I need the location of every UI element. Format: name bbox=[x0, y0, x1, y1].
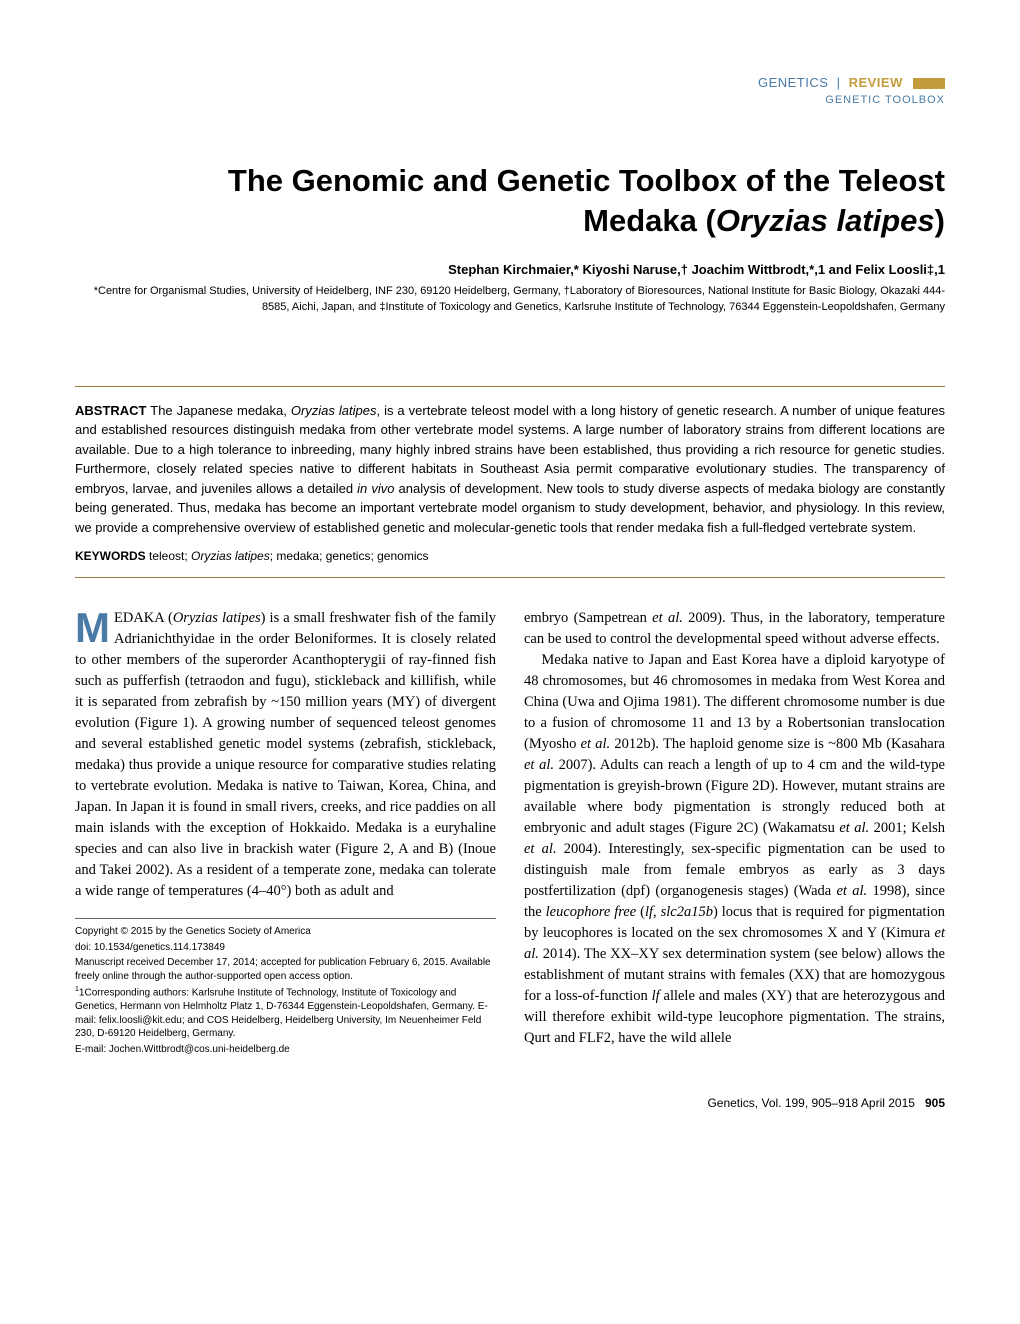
divider-bottom bbox=[75, 577, 945, 578]
abstract-label: ABSTRACT bbox=[75, 403, 147, 418]
c2p1-pre: embryo (Sampetrean bbox=[524, 610, 652, 626]
title-line2-post: ) bbox=[935, 203, 945, 238]
page-number: 905 bbox=[925, 1096, 945, 1110]
footnote-divider bbox=[75, 918, 496, 919]
fn-manuscript: Manuscript received December 17, 2014; a… bbox=[75, 956, 496, 983]
column-right: embryo (Sampetrean et al. 2009). Thus, i… bbox=[524, 608, 945, 1058]
c2p2-em7: lf bbox=[645, 904, 653, 920]
c2p2-g: ( bbox=[636, 904, 645, 920]
abstract: ABSTRACT The Japanese medaka, Oryzias la… bbox=[75, 401, 945, 538]
c2p2-h: , bbox=[653, 904, 661, 920]
header-block: GENETICS | REVIEW GENETIC TOOLBOX bbox=[75, 75, 945, 106]
c2p2-em6: leucophore free bbox=[546, 904, 637, 920]
c2p2-em4: et al. bbox=[524, 841, 557, 857]
divider-top bbox=[75, 386, 945, 387]
journal-name: GENETICS bbox=[758, 75, 828, 90]
col2-p2: Medaka native to Japan and East Korea ha… bbox=[524, 650, 945, 1049]
keywords-species: Oryzias latipes bbox=[191, 549, 270, 563]
col1-p1-pre: EDAKA ( bbox=[114, 610, 173, 626]
col1-p1: MEDAKA (Oryzias latipes) is a small fres… bbox=[75, 608, 496, 902]
title-line1: The Genomic and Genetic Toolbox of the T… bbox=[228, 163, 945, 198]
footnotes: Copyright © 2015 by the Genetics Society… bbox=[75, 925, 496, 1056]
review-label: REVIEW bbox=[849, 75, 903, 90]
paper-title: The Genomic and Genetic Toolbox of the T… bbox=[75, 161, 945, 242]
title-line2-pre: Medaka ( bbox=[583, 203, 716, 238]
footer: Genetics, Vol. 199, 905–918 April 2015 9… bbox=[75, 1096, 945, 1110]
footer-citation: Genetics, Vol. 199, 905–918 April 2015 bbox=[707, 1096, 915, 1110]
fn-doi: doi: 10.1534/genetics.114.173849 bbox=[75, 941, 496, 955]
fn-copyright: Copyright © 2015 by the Genetics Society… bbox=[75, 925, 496, 939]
fn-corresponding: 11Corresponding authors: Karlsruhe Insti… bbox=[75, 985, 496, 1040]
c2p2-em3: et al. bbox=[839, 820, 869, 836]
body-columns: MEDAKA (Oryzias latipes) is a small fres… bbox=[75, 608, 945, 1058]
color-bar bbox=[913, 78, 945, 89]
c2p2-em5: et al. bbox=[837, 883, 868, 899]
col1-species: Oryzias latipes bbox=[173, 610, 261, 626]
c2p2-em2: et al. bbox=[524, 757, 554, 773]
c2p1-em1: et al. bbox=[652, 610, 683, 626]
col1-p1-post: ) is a small freshwater fish of the fami… bbox=[75, 610, 496, 899]
abstract-pre: The Japanese medaka, bbox=[147, 403, 291, 418]
title-species: Oryzias latipes bbox=[716, 203, 935, 238]
c2p2-em10: lf bbox=[652, 988, 660, 1004]
keywords-label: KEYWORDS bbox=[75, 549, 146, 563]
abstract-species: Oryzias latipes bbox=[291, 403, 377, 418]
keywords-pre: teleost; bbox=[146, 549, 191, 563]
keywords-post: ; medaka; genetics; genomics bbox=[270, 549, 429, 563]
c2p2-d: 2001; Kelsh bbox=[869, 820, 945, 836]
section-subheader: GENETIC TOOLBOX bbox=[75, 94, 945, 106]
dropcap: M bbox=[75, 608, 114, 646]
c2p2-em8: slc2a15b bbox=[661, 904, 713, 920]
keywords: KEYWORDS teleost; Oryzias latipes; medak… bbox=[75, 549, 945, 563]
c2p2-b: 2012b). The haploid genome size is ~800 … bbox=[610, 736, 945, 752]
c2p2-em1: et al. bbox=[581, 736, 611, 752]
abstract-invivo: in vivo bbox=[357, 481, 394, 496]
fn-email: E-mail: Jochen.Wittbrodt@cos.uni-heidelb… bbox=[75, 1043, 496, 1057]
authors: Stephan Kirchmaier,* Kiyoshi Naruse,† Jo… bbox=[75, 262, 945, 277]
col2-p1: embryo (Sampetrean et al. 2009). Thus, i… bbox=[524, 608, 945, 650]
journal-line: GENETICS | REVIEW bbox=[75, 75, 945, 90]
column-left: MEDAKA (Oryzias latipes) is a small fres… bbox=[75, 608, 496, 1058]
separator: | bbox=[833, 75, 845, 90]
affiliations: *Centre for Organismal Studies, Universi… bbox=[75, 283, 945, 316]
